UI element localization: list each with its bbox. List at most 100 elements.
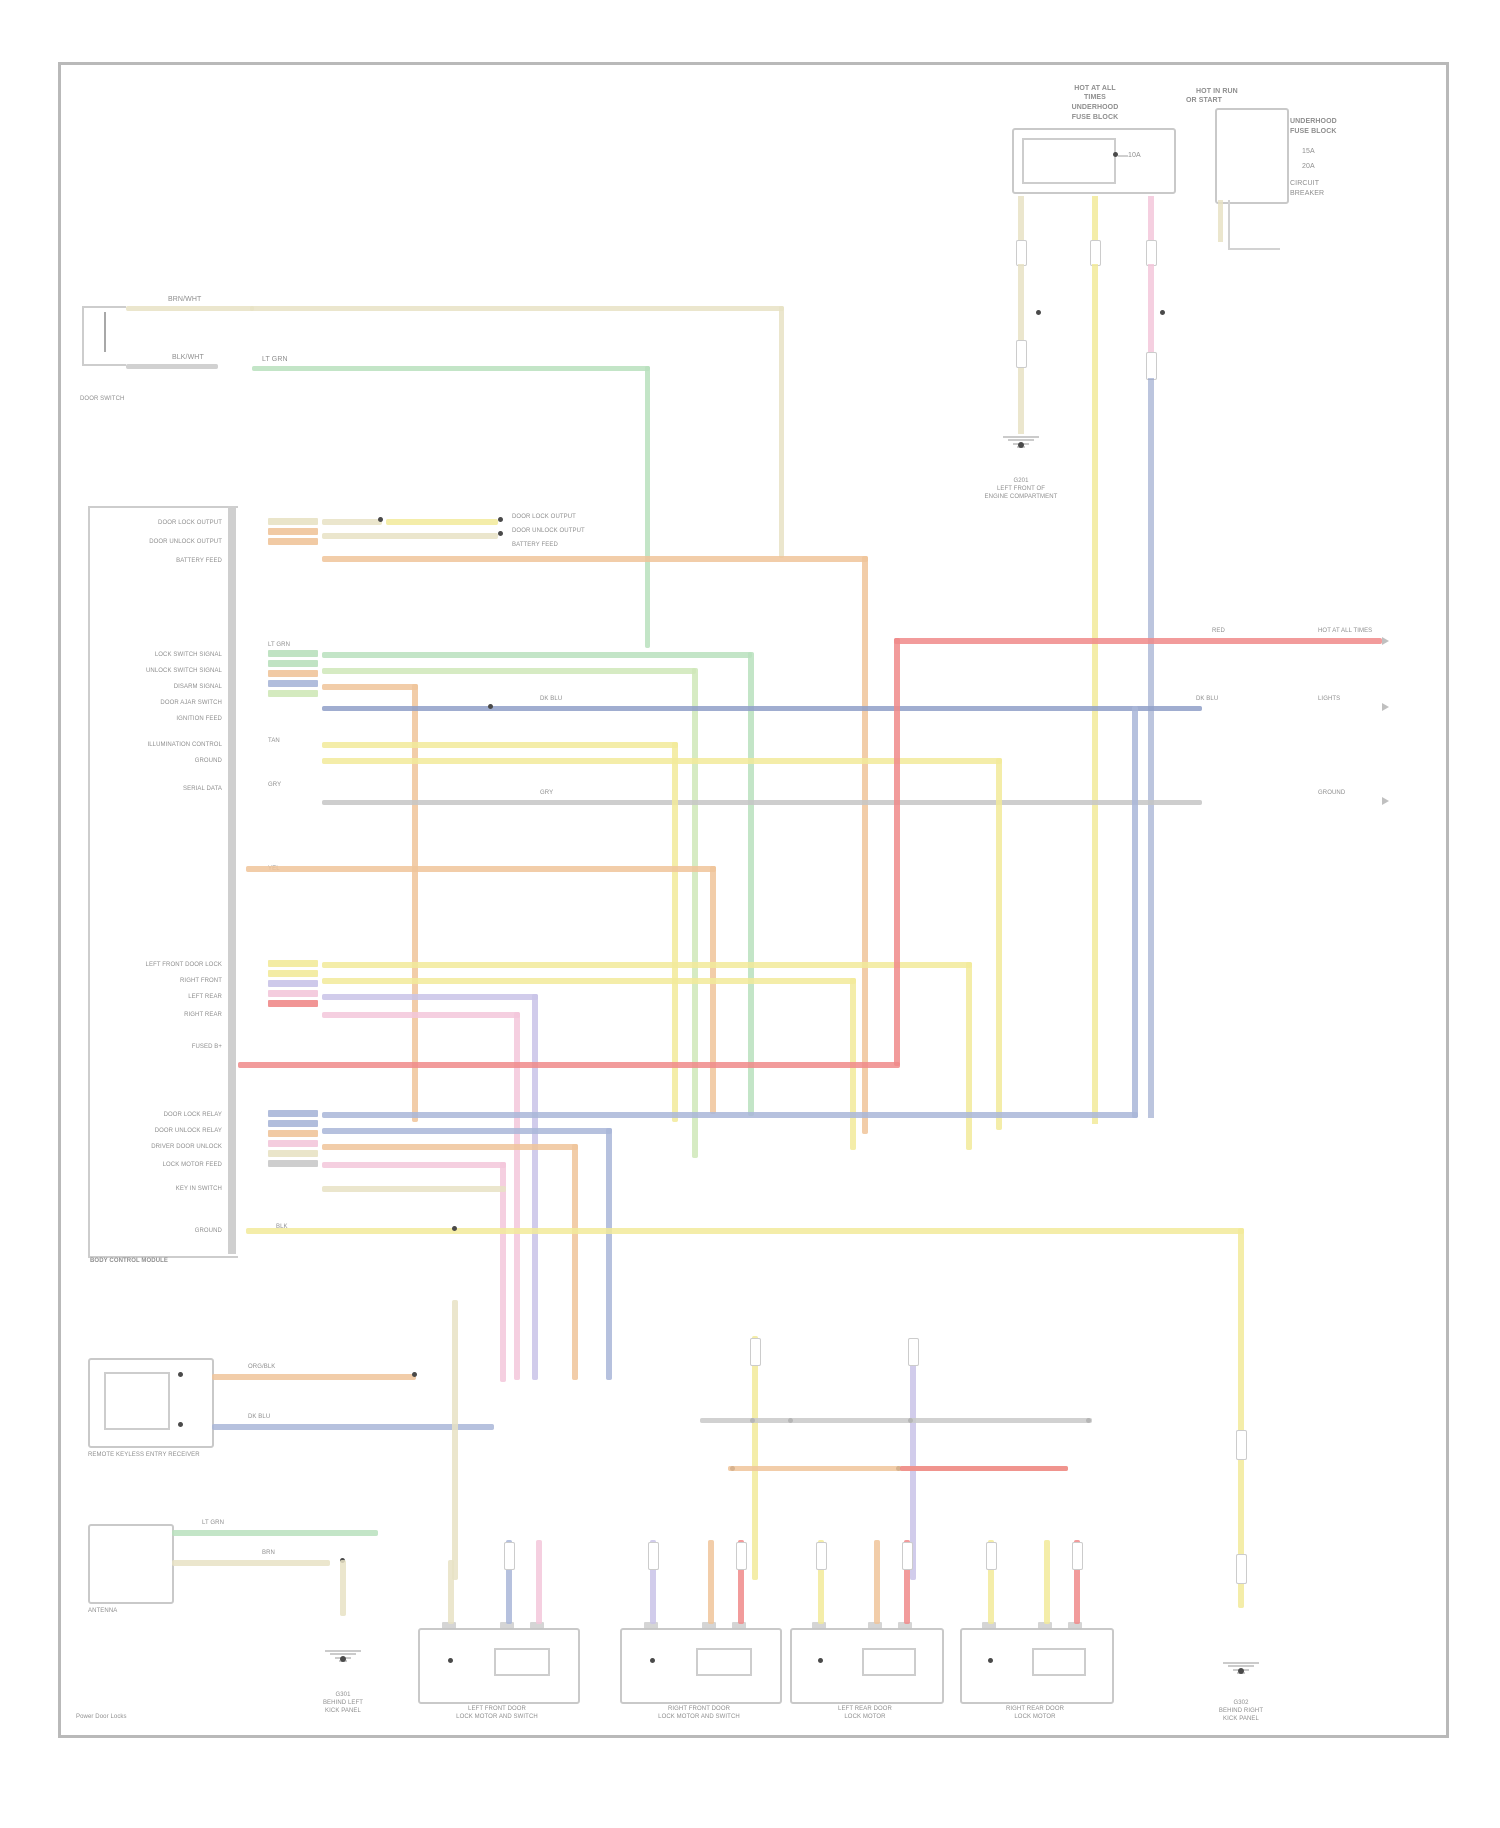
door-module-rr-pin-3[interactable] xyxy=(1068,1622,1082,1629)
door-module-lf-node xyxy=(448,1658,453,1663)
keyless-receiver-inner xyxy=(104,1372,170,1430)
antenna-wire-2-v xyxy=(340,1560,346,1616)
g4-wire-blu2 xyxy=(322,1128,612,1134)
door-module-rr-pin-2[interactable] xyxy=(1038,1622,1052,1629)
door-module-lf-pin-2[interactable] xyxy=(500,1622,514,1629)
g3-wire-vio xyxy=(322,994,538,1000)
bcm-pin-label-b1: LOCK SWITCH SIGNAL xyxy=(154,652,222,658)
keyless-pin-1 xyxy=(178,1372,183,1377)
stub-b xyxy=(752,1336,758,1580)
bcm-spine xyxy=(228,506,236,1254)
bcm-pin-label-a1: DOOR LOCK OUTPUT xyxy=(158,520,222,526)
ground-node-bottom-left xyxy=(340,1656,346,1662)
bcm-connector-group-1[interactable] xyxy=(268,518,318,548)
ground-node-bottom-right xyxy=(1238,1668,1244,1674)
g1-node-1 xyxy=(378,517,383,522)
keyless-wire-1 xyxy=(212,1374,416,1380)
feed-wire-3 xyxy=(1148,196,1154,242)
fuse-block-inner xyxy=(1022,138,1116,184)
g2-wire-green-long xyxy=(322,652,752,658)
bcm-pin-label-d1: DOOR LOCK RELAY xyxy=(163,1112,222,1118)
antenna-wire-1 xyxy=(172,1530,378,1536)
g3-wire-red-v xyxy=(894,638,900,1066)
bcm-pin-label-b2: UNLOCK SWITCH SIGNAL xyxy=(145,668,222,674)
door-module-lf-pin-1[interactable] xyxy=(442,1622,456,1629)
g2-wire-green2-v xyxy=(692,668,698,1158)
g1-wire-ltgrn xyxy=(386,519,498,525)
right-terminal-red-arrow xyxy=(1382,637,1389,645)
ignition-fuse-label-1: 15A xyxy=(1302,148,1315,155)
door-module-lr-node xyxy=(818,1658,823,1663)
stub-c xyxy=(910,1340,916,1580)
g2-dkblu-label: DK BLU xyxy=(540,696,563,702)
g4-bus-node xyxy=(452,1226,457,1231)
door-module-lr-pin-2[interactable] xyxy=(868,1622,882,1629)
door-module-lr-inner xyxy=(862,1648,916,1676)
g1-wire-tan xyxy=(322,519,382,525)
g4-wire-org2-v xyxy=(572,1144,578,1380)
bcm-connector-group-4[interactable] xyxy=(268,1110,318,1170)
feed-wire-2 xyxy=(1092,196,1098,242)
door-module-lf-pin-3[interactable] xyxy=(530,1622,544,1629)
door-module-rr-caption-1: RIGHT REAR DOOR xyxy=(1005,1706,1065,1712)
ground-bl-line-1: G301 xyxy=(335,1692,351,1698)
drop-lf-fuse xyxy=(504,1542,515,1570)
bcm-pin-label-c5: FUSED B+ xyxy=(191,1044,222,1050)
door-switch-wire-2-label: BLK/WHT xyxy=(172,354,204,361)
door-module-rf-body xyxy=(620,1628,782,1704)
fuse-symbol-3b xyxy=(1146,352,1157,380)
door-module-rr-pin-1[interactable] xyxy=(982,1622,996,1629)
bcm-pin-label-c2: RIGHT FRONT xyxy=(180,978,222,984)
door-module-rf-pin-1[interactable] xyxy=(644,1622,658,1629)
diagram-footer-note: Power Door Locks xyxy=(76,1714,127,1720)
bcm-pin-label-b5: IGNITION FEED xyxy=(176,716,222,722)
right-terminal-red-label: RED xyxy=(1212,628,1225,634)
door-module-rr-inner xyxy=(1032,1648,1086,1676)
stub-fuse-a xyxy=(750,1338,761,1366)
antenna-caption: ANTENNA xyxy=(88,1608,118,1614)
drop-lf-2 xyxy=(506,1540,512,1624)
feed-wire-3c xyxy=(1148,378,1154,1118)
g4-wire-pnk2 xyxy=(322,1162,506,1168)
door-module-lr-pin-3[interactable] xyxy=(898,1622,912,1629)
door-module-lr-pin-1[interactable] xyxy=(812,1622,826,1629)
g4-wire-blu2-v xyxy=(606,1128,612,1380)
fuse-symbol-3 xyxy=(1146,240,1157,266)
g4-wire-tan2 xyxy=(322,1186,506,1192)
bcm-connector-group-3[interactable] xyxy=(268,960,318,1010)
junction-bus-3 xyxy=(900,1466,1068,1471)
door-module-lf-caption-1: LEFT FRONT DOOR xyxy=(468,1706,526,1712)
feed-node-1 xyxy=(1036,310,1041,315)
g2-wire-orange-b-v xyxy=(412,684,418,1122)
bcm-connector-group-2[interactable] xyxy=(268,650,318,700)
g4-wire-blu-v xyxy=(1132,706,1138,1118)
g3-wire-vio-v xyxy=(532,994,538,1380)
drop-rr-2 xyxy=(1044,1540,1050,1624)
door-module-rf-node xyxy=(650,1658,655,1663)
bcm-pin-label-a2: DOOR UNLOCK OUTPUT xyxy=(149,539,222,545)
circuit-breaker-line-2: BREAKER xyxy=(1290,190,1325,197)
g3-wire-yel xyxy=(322,962,972,968)
door-switch-wire-1 xyxy=(126,306,254,311)
bcm-caption: BODY CONTROL MODULE xyxy=(90,1258,169,1264)
door-module-rf-pin-2[interactable] xyxy=(702,1622,716,1629)
right-terminal-blu-dest: LIGHTS xyxy=(1318,696,1341,702)
door-module-rf-pin-3[interactable] xyxy=(732,1622,746,1629)
ignition-header-line-2: OR START xyxy=(1186,97,1223,104)
green-bus-vertical xyxy=(645,366,650,648)
g3-wire-yel2 xyxy=(322,978,856,984)
g2-wire-green2 xyxy=(322,668,696,674)
antenna-wire-1-label: LT GRN xyxy=(202,1520,225,1526)
bcm-pin-label-b4: DOOR AJAR SWITCH xyxy=(160,700,222,706)
bcm-pin-label-c1: LEFT FRONT DOOR LOCK xyxy=(145,962,222,968)
drop-lr-fuse-1 xyxy=(816,1542,827,1570)
ground-center-line-3: ENGINE COMPARTMENT xyxy=(984,494,1058,500)
g3-wire-pnk-v xyxy=(514,1012,520,1380)
g1-node-3 xyxy=(498,531,503,536)
g3-wire-yel-v xyxy=(966,962,972,1150)
bcm-pin-label-c3: LEFT REAR xyxy=(188,994,222,1000)
door-module-rr-caption-2: LOCK MOTOR xyxy=(1014,1714,1056,1720)
keyless-wire-2-label: DK BLU xyxy=(248,1414,271,1420)
junction-bus-1 xyxy=(700,1418,1092,1423)
fuse-block-header-line-3: UNDERHOOD xyxy=(1071,104,1119,111)
